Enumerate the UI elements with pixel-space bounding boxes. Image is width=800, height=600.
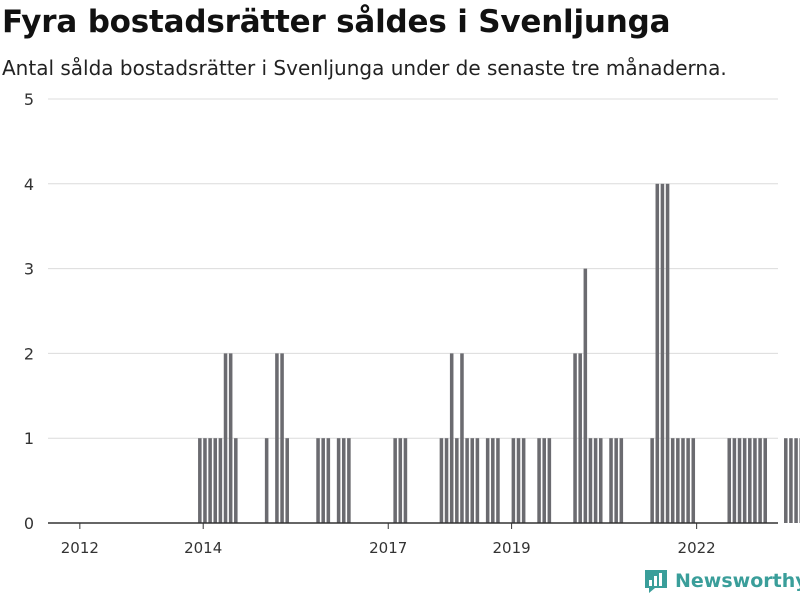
bar bbox=[393, 438, 397, 523]
bar bbox=[496, 438, 500, 523]
y-tick-label: 5 bbox=[24, 90, 34, 109]
bar bbox=[336, 438, 341, 523]
bar bbox=[264, 438, 269, 523]
x-tick-label: 2012 bbox=[61, 539, 99, 557]
newsworthy-logo-icon bbox=[645, 570, 667, 593]
bar bbox=[316, 438, 320, 523]
page-subtitle: Antal sålda bostadsrätter i Svenljunga u… bbox=[2, 56, 727, 80]
bar bbox=[341, 438, 346, 523]
bar bbox=[593, 438, 598, 523]
x-tick-label: 2014 bbox=[184, 539, 222, 557]
bar bbox=[485, 438, 490, 523]
bar bbox=[475, 438, 480, 523]
bar bbox=[460, 353, 464, 523]
bar bbox=[398, 438, 403, 523]
bar bbox=[598, 438, 603, 523]
page-title: Fyra bostadsrätter såldes i Svenljunga bbox=[2, 4, 671, 40]
bar bbox=[670, 438, 675, 523]
bar bbox=[686, 438, 690, 523]
bar bbox=[681, 438, 685, 523]
bar bbox=[583, 268, 588, 523]
bar bbox=[732, 438, 737, 523]
brand: Newsworthy bbox=[643, 568, 800, 594]
bar bbox=[203, 438, 207, 523]
bar bbox=[537, 438, 541, 523]
bar bbox=[208, 438, 212, 523]
bar bbox=[737, 438, 742, 523]
bar bbox=[547, 438, 552, 523]
bar bbox=[676, 438, 680, 523]
x-tick-label: 2022 bbox=[678, 539, 716, 557]
bar bbox=[347, 438, 351, 523]
brand-name: Newsworthy bbox=[675, 570, 800, 592]
bar bbox=[449, 353, 454, 523]
bar bbox=[465, 438, 469, 523]
bar bbox=[516, 438, 521, 523]
bar bbox=[655, 183, 660, 524]
bar bbox=[742, 438, 747, 523]
bar bbox=[455, 438, 459, 523]
bar bbox=[665, 183, 670, 524]
bar bbox=[285, 438, 289, 523]
bar bbox=[542, 438, 546, 523]
bar bbox=[691, 438, 696, 523]
bar bbox=[763, 438, 767, 523]
bar bbox=[614, 438, 618, 523]
bar bbox=[748, 438, 752, 523]
bar bbox=[588, 438, 593, 523]
bar bbox=[213, 438, 218, 523]
bar bbox=[198, 438, 202, 523]
bar bbox=[794, 438, 798, 523]
y-tick-label: 2 bbox=[24, 344, 34, 363]
bar bbox=[403, 438, 408, 523]
bar bbox=[223, 353, 228, 523]
bar bbox=[578, 353, 582, 523]
y-tick-label: 4 bbox=[24, 175, 34, 194]
bar bbox=[275, 353, 279, 523]
bar bbox=[444, 438, 449, 523]
bar bbox=[727, 438, 732, 523]
bar bbox=[511, 438, 516, 523]
bar bbox=[218, 438, 223, 523]
bar bbox=[789, 438, 793, 523]
bar bbox=[660, 183, 665, 524]
bar bbox=[609, 438, 613, 523]
x-tick-label: 2019 bbox=[493, 539, 531, 557]
bar bbox=[784, 438, 788, 523]
bar bbox=[753, 438, 757, 523]
bar bbox=[470, 438, 475, 523]
bar bbox=[758, 438, 762, 523]
bar bbox=[326, 438, 331, 523]
bar bbox=[650, 438, 654, 523]
bar bbox=[573, 353, 577, 523]
bar bbox=[439, 438, 444, 523]
y-tick-label: 1 bbox=[24, 429, 34, 448]
bar bbox=[234, 438, 238, 523]
bar bbox=[491, 438, 495, 523]
x-tick-label: 2017 bbox=[369, 539, 407, 557]
y-tick-label: 0 bbox=[24, 514, 34, 533]
bar bbox=[619, 438, 624, 523]
bar bbox=[521, 438, 526, 523]
bar bbox=[280, 353, 284, 523]
bar bbox=[228, 353, 233, 523]
y-tick-label: 3 bbox=[24, 260, 34, 279]
bar bbox=[321, 438, 325, 523]
